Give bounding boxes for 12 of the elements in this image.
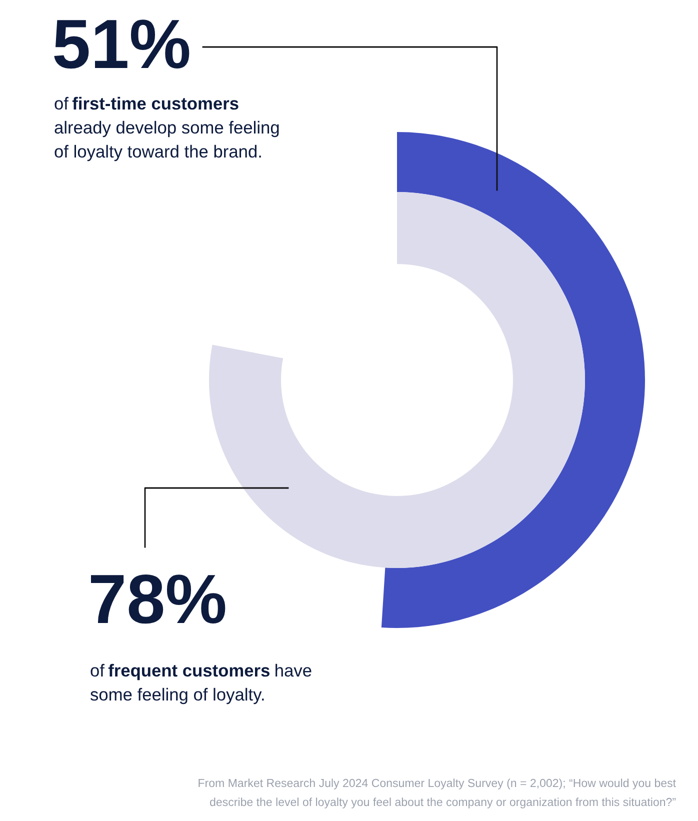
category-label: frequent customers: [108, 664, 270, 680]
data-label: 51%: [54, 20, 190, 69]
category-label: first-time customers: [72, 96, 238, 110]
text: of: [54, 96, 69, 110]
data-label: 78%: [90, 574, 226, 624]
text: already develop some feeling: [54, 120, 279, 138]
text: From Market Research July 2024 Consumer Loyalty Survey (n = 2,002); “How would you best: [198, 778, 676, 790]
text: of loyalty toward the brand.: [54, 144, 261, 162]
text: some feeling of loyalty.: [90, 688, 264, 704]
text: have: [276, 664, 312, 677]
text: describe the level of loyalty you feel about the company or organization from this situation?”: [210, 798, 676, 808]
text: of: [90, 664, 105, 677]
